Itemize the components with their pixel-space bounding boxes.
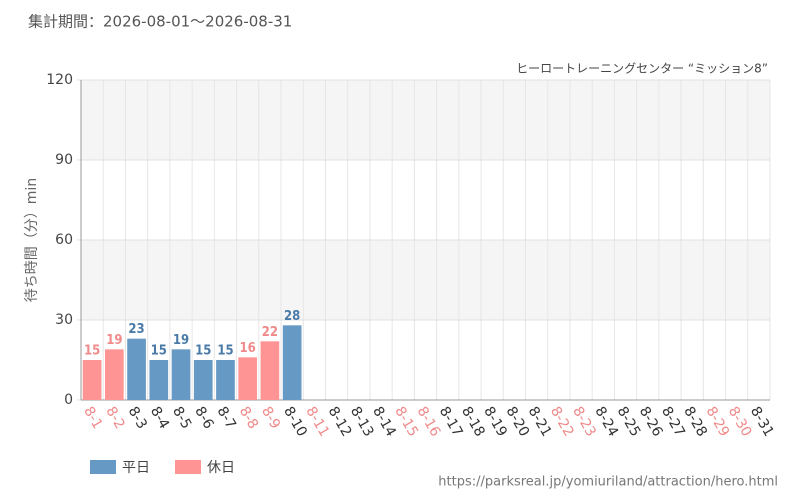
legend-label: 休日: [207, 460, 235, 476]
y-tick-label: 60: [55, 232, 73, 248]
chart-title: 集計期間：2026-08-01～2026-08-31: [28, 13, 292, 31]
x-tick-label: 8-6: [191, 404, 216, 432]
value-label: 15: [84, 344, 100, 359]
x-tick-label: 8-7: [214, 404, 239, 432]
value-label: 19: [173, 333, 189, 348]
value-label: 15: [217, 344, 233, 359]
value-label: 16: [240, 341, 256, 356]
x-tick-label: 8-4: [147, 404, 172, 432]
bar: [193, 360, 213, 400]
chart-subtitle: ヒーロートレーニングセンター “ミッション8”: [516, 62, 768, 76]
value-label: 23: [128, 322, 144, 337]
value-label: 19: [106, 333, 122, 348]
x-tick-label: 8-9: [258, 404, 283, 432]
bar: [105, 349, 124, 400]
bar: [82, 360, 102, 400]
legend-swatch: [90, 460, 116, 474]
bar: [127, 338, 146, 400]
x-tick-label: 8-2: [102, 404, 127, 432]
y-tick-label: 30: [55, 312, 73, 328]
value-label: 22: [262, 325, 278, 340]
bar: [282, 325, 302, 400]
bar: [216, 360, 235, 400]
bar: [171, 349, 191, 400]
y-tick-label: 120: [46, 72, 73, 88]
value-label: 15: [151, 344, 167, 359]
legend-swatch: [175, 460, 201, 474]
x-tick-label: 8-31: [747, 404, 777, 440]
plot-band: [81, 240, 770, 320]
y-tick-label: 90: [55, 152, 73, 168]
x-tick-label: 8-8: [236, 404, 261, 432]
bar: [238, 357, 258, 400]
legend-label: 平日: [122, 460, 150, 476]
plot-band: [81, 80, 770, 160]
x-tick-label: 8-5: [169, 404, 194, 432]
value-label: 28: [284, 309, 300, 324]
y-axis-label: 待ち時間（分）min: [24, 178, 40, 302]
x-tick-label: 8-3: [125, 404, 150, 432]
y-tick-label: 0: [64, 392, 73, 408]
value-label: 15: [195, 344, 211, 359]
bar: [260, 341, 280, 400]
source-url: https://parksreal.jp/yomiuriland/attract…: [438, 475, 778, 490]
x-tick-label: 8-1: [80, 404, 105, 432]
bar: [149, 360, 169, 400]
